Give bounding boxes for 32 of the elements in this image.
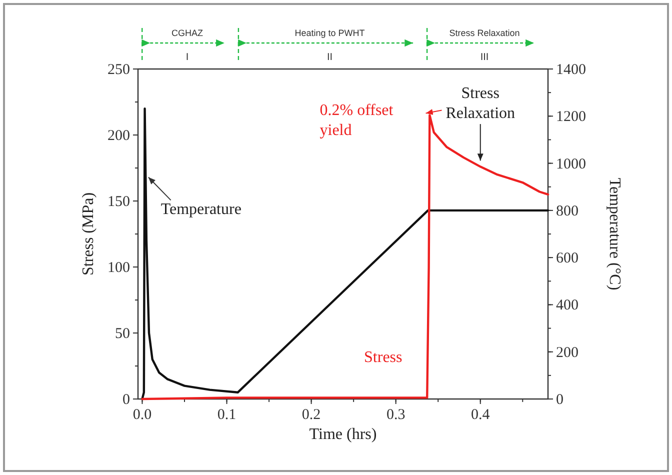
y-tick-label: 250 (108, 62, 130, 78)
annotation: Stress Relaxation (446, 85, 516, 122)
series-label: Temperature (160, 201, 242, 218)
y2-tick-label: 1400 (556, 62, 586, 78)
x-tick-label: 0.0 (132, 407, 152, 423)
y-tick-label: 100 (108, 260, 130, 276)
x-tick-label: 0.2 (302, 407, 321, 423)
text: Heating to PWHT (294, 28, 366, 38)
y2-axis-title: Temperature (°C) (606, 178, 623, 290)
y-axis-title: Stress (MPa) (80, 192, 97, 276)
y-tick-label: 0 (122, 392, 130, 408)
y2-tick-label: 0 (556, 392, 564, 408)
y2-tick-label: 1000 (556, 156, 586, 172)
text: CGHAZ (172, 28, 204, 38)
y2-tick-label: 200 (556, 344, 578, 361)
y-tick-label: 50 (115, 326, 130, 342)
y2-tick-label: 1200 (556, 109, 586, 126)
series-label: Stress (364, 349, 402, 366)
annotation: 0.2% offset yield (320, 102, 394, 140)
y-tick-label: 150 (108, 194, 130, 210)
text: I (186, 52, 189, 63)
x-tick-label: 0.3 (386, 407, 406, 423)
text: III (480, 52, 489, 63)
x-axis-title: Time (hrs) (309, 426, 377, 443)
text: Stress Relaxation (449, 28, 520, 38)
y2-tick-label: 400 (556, 298, 578, 314)
y-tick-label: 200 (108, 128, 130, 144)
x-tick-label: 0.4 (470, 407, 490, 423)
text: II (326, 52, 333, 63)
y2-tick-label: 600 (556, 250, 578, 267)
x-tick-label: 0.1 (217, 407, 236, 423)
y2-tick-label: 800 (556, 203, 578, 220)
